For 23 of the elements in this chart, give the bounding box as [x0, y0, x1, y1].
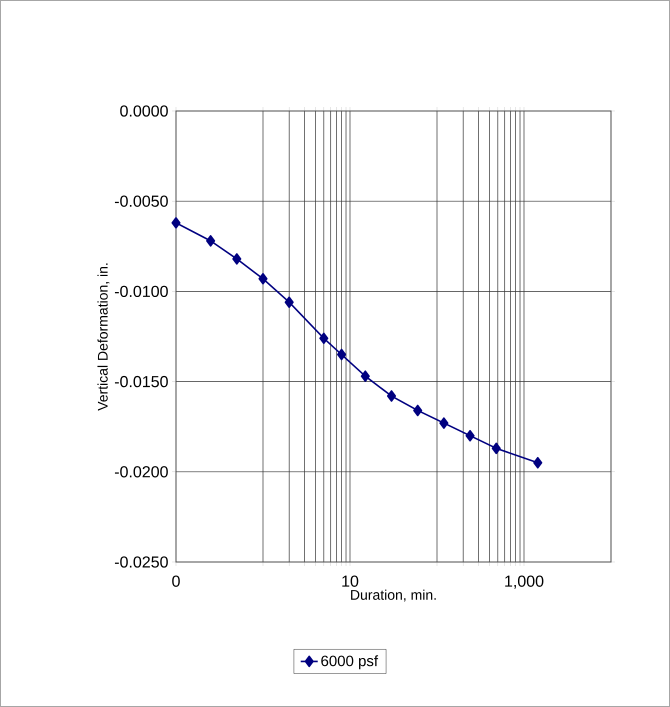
point	[232, 253, 242, 265]
point	[466, 430, 475, 442]
legend-label: 6000 psf	[321, 655, 378, 670]
x-tick-label: 1,000	[505, 576, 544, 589]
x-tick-label: 10	[342, 576, 358, 587]
y-axis-title: Vertical Deformation, in.	[97, 263, 110, 411]
point	[360, 370, 370, 382]
y-tick-label: 0.0000	[120, 105, 168, 117]
x-axis-title: Duration, min.	[351, 590, 436, 602]
y-tick-label: -0.0050	[114, 196, 168, 207]
point	[413, 404, 422, 416]
point	[258, 272, 268, 285]
point	[439, 417, 448, 429]
point	[337, 348, 346, 360]
y-tick-label: -0.0150	[114, 376, 168, 388]
x-tick-label: 0	[172, 576, 180, 587]
point	[386, 390, 396, 402]
y-tick-label: -0.0200	[114, 466, 168, 478]
y-tick-label: -0.0250	[114, 556, 168, 568]
point	[492, 442, 501, 454]
y-tick-label: -0.0100	[114, 286, 168, 298]
point	[206, 235, 216, 247]
point	[284, 296, 294, 308]
